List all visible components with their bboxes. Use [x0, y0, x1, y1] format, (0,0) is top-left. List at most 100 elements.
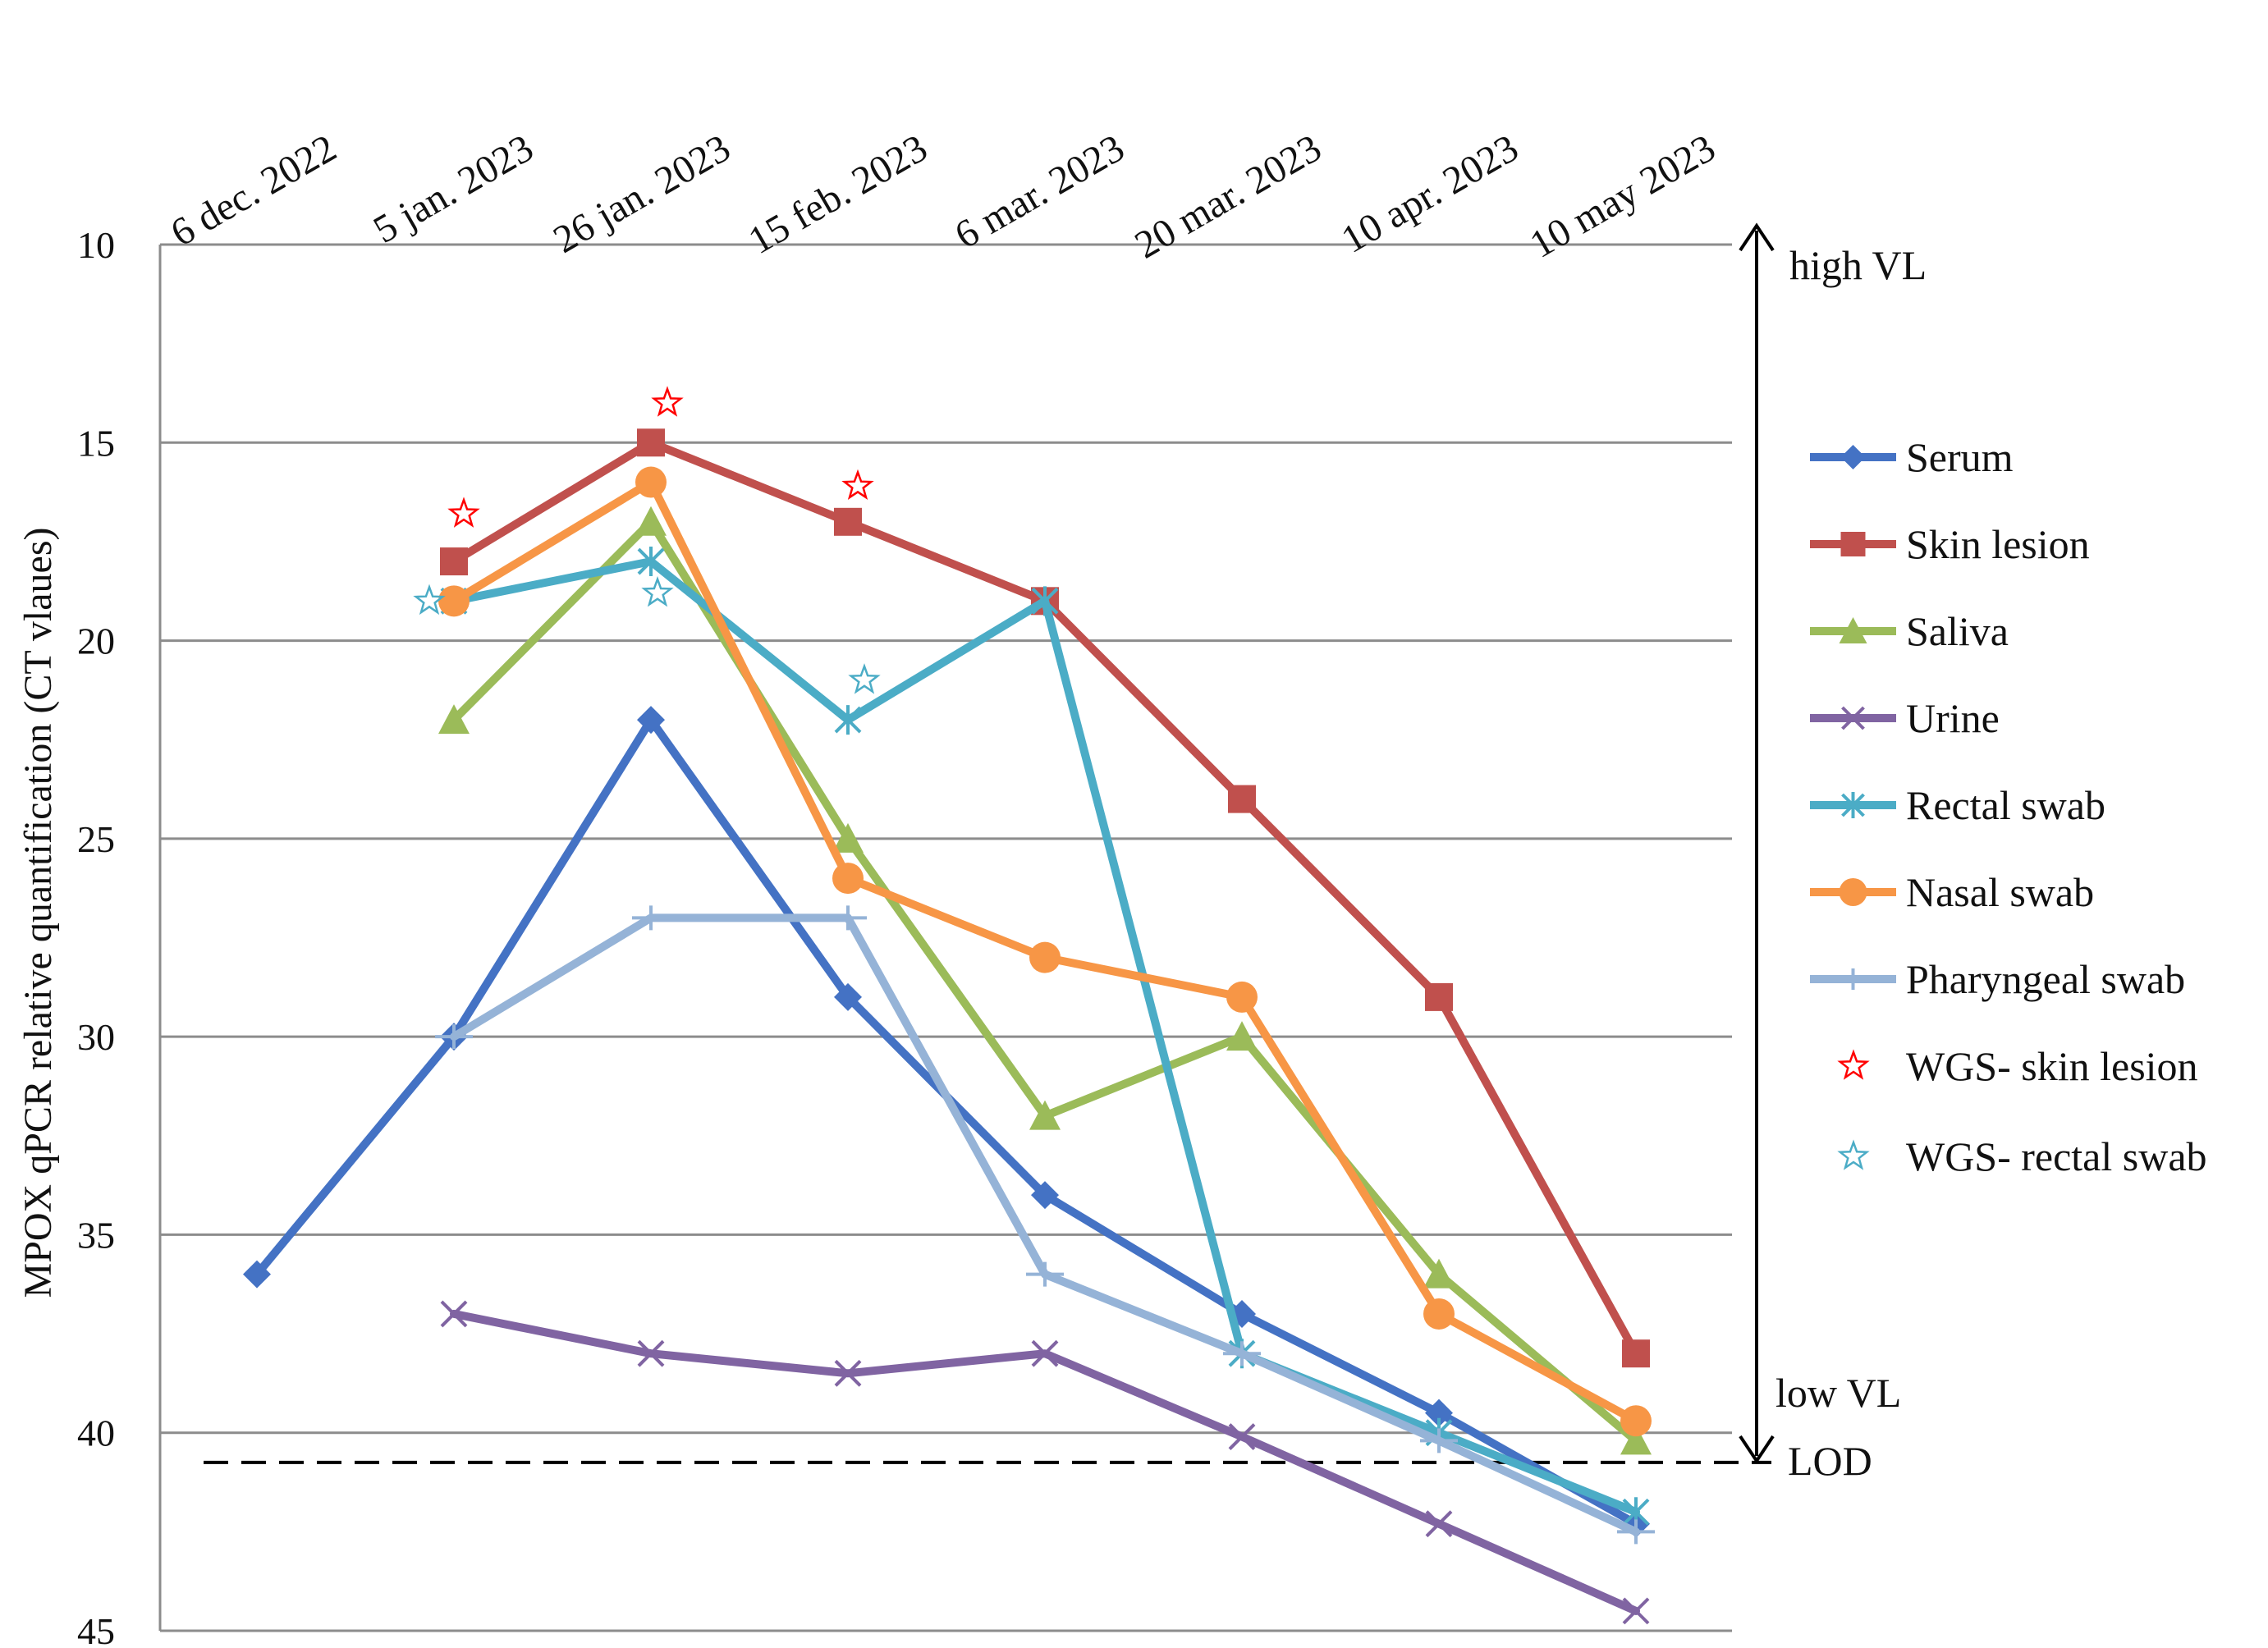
series-lines — [243, 428, 1655, 1625]
y-tick-label: 15 — [77, 422, 115, 464]
marker — [848, 663, 881, 694]
series-line — [450, 517, 1640, 1445]
legend-label: Saliva — [1906, 608, 2009, 654]
y-tick-label: 10 — [77, 224, 115, 266]
series-pharyngeal-swab — [435, 905, 1655, 1545]
wgs-series — [413, 576, 881, 694]
marker — [1425, 1399, 1453, 1427]
marker — [1840, 445, 1866, 469]
marker — [1226, 981, 1258, 1013]
lod-label: LOD — [1788, 1438, 1872, 1484]
marker — [440, 1300, 468, 1328]
marker — [1029, 941, 1061, 973]
marker — [447, 497, 480, 528]
legend-entry: Serum — [1810, 434, 2014, 480]
marker — [243, 1260, 271, 1289]
arrow-head-up — [1739, 222, 1775, 252]
marker — [1837, 1139, 1870, 1170]
y-tick-label: 35 — [77, 1214, 115, 1256]
marker — [834, 1359, 862, 1387]
legend-label: Skin lesion — [1906, 521, 2090, 567]
series-serum — [243, 706, 1650, 1538]
legend-label: Pharyngeal swab — [1906, 956, 2185, 1002]
marker — [637, 1339, 665, 1367]
marker — [1622, 1339, 1650, 1368]
marker — [1031, 586, 1059, 616]
legend: Serum Skin lesion Saliva Urine Rectal swab Na… — [1810, 434, 2207, 1179]
legend-label: Rectal swab — [1906, 782, 2105, 828]
marker — [1622, 1597, 1650, 1625]
marker — [1837, 1049, 1870, 1080]
marker — [635, 506, 667, 536]
marker — [1835, 968, 1871, 990]
viral-load-arrow — [1739, 222, 1775, 1464]
x-date-label: 15 feb. 2023 — [741, 126, 934, 263]
marker — [635, 466, 667, 498]
series-urine — [440, 1300, 1650, 1625]
marker — [440, 547, 468, 576]
y-tick-label: 30 — [77, 1016, 115, 1058]
legend-label: Serum — [1906, 434, 2014, 480]
high-vl-label: high VL — [1789, 242, 1927, 288]
legend-label: Nasal swab — [1906, 869, 2094, 915]
marker — [829, 905, 867, 931]
grid-lines — [160, 243, 1732, 1632]
marker — [1228, 785, 1256, 813]
legend-label: WGS- rectal swab — [1906, 1133, 2207, 1179]
legend-label: WGS- skin lesion — [1906, 1043, 2198, 1089]
marker — [438, 585, 470, 617]
legend-entry: Skin lesion — [1810, 521, 2090, 567]
x-date-labels: 6 dec. 2022 5 jan. 2023 26 jan. 2023 15 feb… — [163, 126, 1722, 268]
series-line — [253, 716, 1640, 1528]
marker — [1031, 1181, 1059, 1210]
marker — [1425, 1510, 1453, 1538]
marker — [1425, 982, 1453, 1011]
marker — [1420, 1428, 1458, 1453]
marker — [834, 507, 862, 536]
x-date-label: 6 dec. 2022 — [163, 126, 343, 255]
marker — [1026, 1261, 1064, 1287]
wgs-series — [447, 386, 874, 528]
marker — [1226, 1021, 1258, 1051]
x-date-label: 10 apr. 2023 — [1334, 126, 1525, 262]
legend-entry: Rectal swab — [1810, 782, 2105, 828]
series-nasal-swab — [438, 466, 1652, 1437]
marker — [1223, 1341, 1261, 1366]
y-tick-label: 45 — [77, 1610, 115, 1648]
marker — [834, 705, 862, 735]
y-tick-labels: 10 15 20 25 30 35 40 45 — [77, 224, 115, 1648]
marker — [841, 469, 874, 501]
y-tick-label: 20 — [77, 620, 115, 662]
legend-entry: Pharyngeal swab — [1810, 956, 2185, 1002]
legend-entry: Urine — [1810, 695, 2000, 741]
marker — [1617, 1519, 1655, 1545]
marker — [637, 706, 665, 735]
marker — [632, 905, 670, 931]
legend-entry: WGS- skin lesion — [1837, 1043, 2198, 1089]
marker — [438, 704, 470, 735]
legend-entry: Nasal swab — [1810, 869, 2094, 915]
marker — [1228, 1423, 1256, 1450]
marker — [1840, 532, 1866, 556]
marker — [1031, 1339, 1059, 1367]
marker — [413, 584, 446, 616]
legend-label: Urine — [1906, 695, 2000, 741]
legend-entry: WGS- rectal swab — [1837, 1133, 2207, 1179]
wgs-markers — [413, 386, 881, 694]
x-date-label: 5 jan. 2023 — [366, 126, 540, 252]
marker — [637, 547, 665, 577]
x-date-label: 20 mar. 2023 — [1128, 126, 1329, 268]
marker — [1620, 1425, 1652, 1455]
marker — [832, 822, 864, 853]
marker — [1423, 1298, 1455, 1330]
marker — [1839, 878, 1867, 906]
marker — [1620, 1405, 1652, 1437]
marker — [1841, 792, 1865, 818]
series-saliva — [438, 506, 1652, 1455]
marker — [1841, 706, 1865, 730]
arrow-head-down — [1739, 1435, 1775, 1464]
y-axis-title: MPOX qPCR relative quantification (CT vl… — [16, 528, 60, 1298]
marker — [1839, 617, 1867, 643]
marker — [832, 863, 864, 895]
